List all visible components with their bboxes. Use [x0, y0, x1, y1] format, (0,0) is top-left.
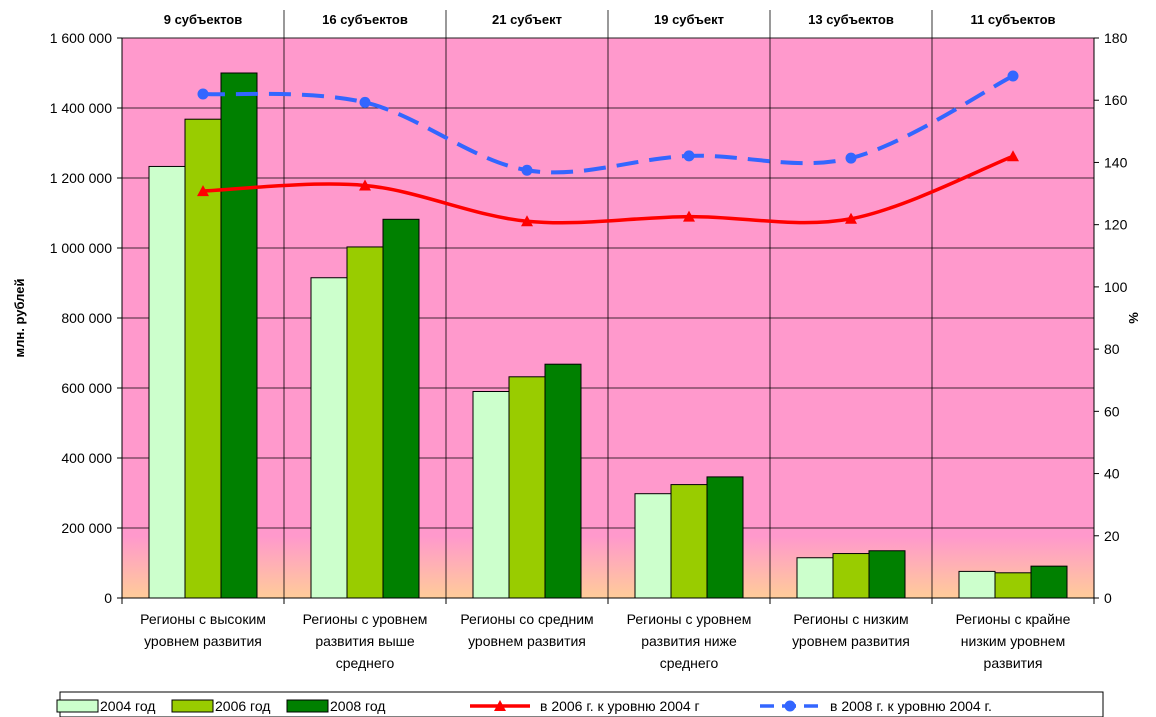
x-tick-label: уровнем развития — [792, 633, 910, 649]
bar — [706, 476, 744, 599]
x-tick-label: среднего — [336, 655, 395, 671]
bar — [868, 550, 906, 599]
legend-box — [59, 691, 1104, 717]
line-point — [845, 212, 857, 224]
line-point — [683, 210, 695, 222]
legend-label: 2004 год — [100, 698, 155, 714]
legend: 2004 год 2006 год 2008 год в 2006 г. к уров… — [56, 691, 1104, 717]
line-point — [359, 179, 371, 191]
legend-swatch — [171, 699, 214, 713]
legend-label: 2008 год — [330, 698, 385, 714]
y-tick-label: 400 000 — [61, 450, 112, 466]
bar — [994, 572, 1032, 599]
y2-tick-label: 0 — [1104, 590, 1112, 606]
legend-marker — [494, 700, 506, 711]
group-count-label: 19 субъект — [654, 12, 724, 27]
x-tick-label: уровнем развития — [144, 633, 262, 649]
y-tick-label: 0 — [104, 590, 112, 606]
line-point — [521, 164, 533, 176]
y-tick-label: 600 000 — [61, 380, 112, 396]
legend-label: 2006 год — [215, 698, 270, 714]
y2-tick-label: 40 — [1104, 466, 1120, 482]
line-series — [202, 74, 1014, 175]
x-tick-label: Регионы с уровнем — [303, 611, 428, 627]
line-point — [1007, 70, 1019, 82]
y2-tick-label: 60 — [1104, 403, 1120, 419]
y-axis-title: млн. рублей — [12, 279, 27, 358]
y-tick-label: 200 000 — [61, 520, 112, 536]
x-tick-label: Регионы с крайне — [956, 611, 1071, 627]
line-point — [359, 96, 371, 108]
y2-tick-label: 180 — [1104, 30, 1128, 46]
x-tick-label: низким уровнем — [961, 633, 1065, 649]
bar — [220, 72, 258, 599]
legend-swatch — [56, 699, 99, 713]
bar — [472, 391, 510, 599]
y2-tick-label: 80 — [1104, 341, 1120, 357]
group-count-label: 16 субъектов — [322, 12, 408, 27]
bar — [670, 484, 708, 599]
bar — [832, 553, 870, 599]
group-count-label: 21 субъект — [492, 12, 562, 27]
line-series — [202, 154, 1014, 225]
x-tick-label: развития — [984, 655, 1043, 671]
line-point — [197, 88, 209, 100]
bar — [544, 363, 582, 599]
x-tick-label: Регионы с низким — [793, 611, 908, 627]
y2-tick-label: 20 — [1104, 528, 1120, 544]
y-tick-label: 1 600 000 — [50, 30, 112, 46]
line-series-group — [197, 70, 1019, 227]
legend-swatch — [286, 699, 329, 713]
bar — [634, 493, 672, 599]
bar — [958, 570, 996, 599]
bar — [346, 246, 384, 599]
x-tick-label: Регионы со средним — [460, 611, 593, 627]
bar — [508, 376, 546, 599]
legend-label: в 2006 г. к уровню 2004 г — [540, 698, 700, 714]
y-tick-label: 1 400 000 — [50, 100, 112, 116]
x-tick-label: развития выше — [315, 633, 415, 649]
line-point — [845, 152, 857, 164]
group-count-label: 13 субъектов — [808, 12, 894, 27]
y2-tick-label: 140 — [1104, 154, 1128, 170]
y2-tick-label: 160 — [1104, 92, 1128, 108]
x-tick-label: уровнем развития — [468, 633, 586, 649]
y2-axis-title: % — [1126, 312, 1141, 324]
bar — [382, 218, 420, 599]
legend-marker — [784, 700, 796, 712]
legend-label: в 2008 г. к уровню 2004 г. — [830, 698, 992, 714]
line-point — [1007, 150, 1019, 162]
group-count-label: 11 субъектов — [970, 12, 1055, 27]
x-tick-label: Регионы с высоким — [140, 611, 266, 627]
line-point — [521, 215, 533, 227]
bar-series-group — [148, 72, 1068, 599]
bar — [310, 277, 348, 599]
value-gridlines — [122, 37, 1094, 529]
x-tick-label: Регионы с уровнем — [627, 611, 752, 627]
bar — [1030, 565, 1068, 599]
x-tick-label: среднего — [660, 655, 719, 671]
y-tick-label: 1 200 000 — [50, 170, 112, 186]
group-count-label: 9 субъектов — [164, 12, 243, 27]
line-point — [683, 150, 695, 162]
x-tick-label: развития ниже — [641, 633, 737, 649]
axis-labels: 0 200 000 400 000 600 000 800 000 1 000 000 1 … — [12, 12, 1141, 671]
bar — [796, 557, 834, 599]
bar — [148, 165, 186, 599]
y-tick-label: 800 000 — [61, 310, 112, 326]
line-point — [197, 185, 209, 197]
y2-tick-label: 120 — [1104, 217, 1128, 233]
y2-tick-label: 100 — [1104, 279, 1128, 295]
axes — [117, 37, 1099, 604]
y-tick-label: 1 000 000 — [50, 240, 112, 256]
